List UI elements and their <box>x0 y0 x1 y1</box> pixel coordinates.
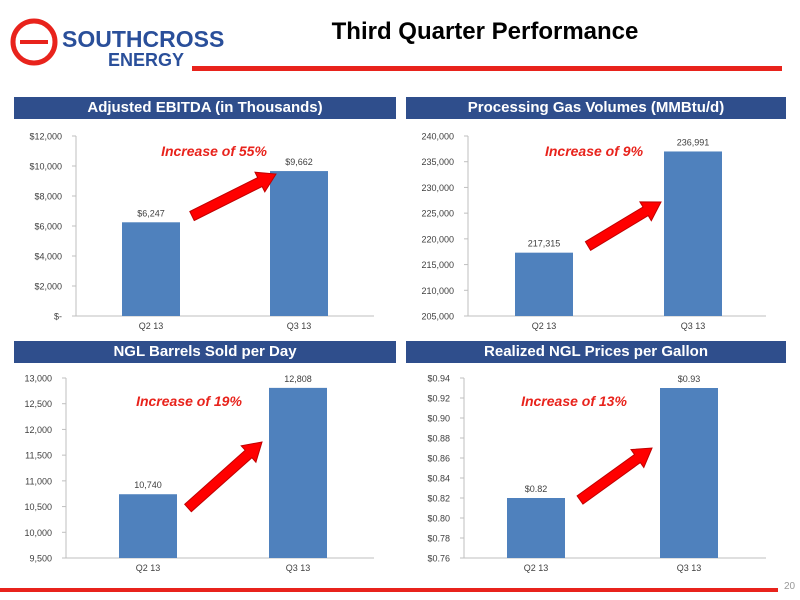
chart-ngl-prices: $0.76 $0.78 $0.80 $0.82 $0.84 $0.86 $0.88 $0.90… <box>427 374 766 573</box>
y-tick-label: 205,000 <box>421 312 454 322</box>
bar <box>270 171 328 316</box>
footer-bar <box>0 588 778 592</box>
x-tick-label: Q3 13 <box>677 563 702 573</box>
x-tick-label: Q2 13 <box>136 563 161 573</box>
y-tick-label: 9,500 <box>29 554 52 564</box>
increase-annotation: Increase of 13% <box>521 393 627 409</box>
increase-annotation: Increase of 19% <box>136 393 242 409</box>
y-tick-label: $8,000 <box>34 192 62 202</box>
data-label: $6,247 <box>137 208 165 218</box>
y-tick-label: 10,000 <box>24 528 52 538</box>
bar <box>660 388 718 558</box>
y-tick-label: 11,000 <box>25 476 52 486</box>
y-tick-label: 11,500 <box>25 451 52 461</box>
page-title: Third Quarter Performance <box>331 18 639 45</box>
y-tick-label: 240,000 <box>421 132 454 142</box>
chart-ebitda: $- $2,000 $4,000 $6,000 $8,000 $10,000 $12,000… <box>29 132 374 331</box>
data-label: 12,808 <box>284 374 312 384</box>
x-tick-label: Q3 13 <box>681 321 706 331</box>
data-label: $0.93 <box>678 374 701 384</box>
chart-ngl-barrels: 9,500 10,000 10,500 11,000 11,500 12,000 12,50… <box>24 374 374 573</box>
y-tick-label: 230,000 <box>421 183 454 193</box>
logo-wordmark: SOUTHCROSS <box>62 26 225 52</box>
logo-subtext: ENERGY <box>108 50 185 70</box>
bar <box>119 494 177 558</box>
panel-header-ebitda: Adjusted EBITDA (in Thousands) <box>14 97 396 119</box>
x-tick-label: Q2 13 <box>139 321 164 331</box>
y-tick-label: 215,000 <box>421 260 454 270</box>
y-tick-label: 235,000 <box>421 157 454 167</box>
y-tick-label: $0.92 <box>427 394 450 404</box>
bar <box>664 151 722 316</box>
x-tick-label: Q2 13 <box>532 321 557 331</box>
x-tick-label: Q3 13 <box>287 321 312 331</box>
increase-annotation: Increase of 9% <box>545 143 644 159</box>
increase-arrow-icon <box>189 171 277 222</box>
data-label: $0.82 <box>525 484 548 494</box>
y-tick-label: $12,000 <box>29 132 62 142</box>
x-tick-label: Q3 13 <box>286 563 311 573</box>
panel-header-gas-volumes: Processing Gas Volumes (MMBtu/d) <box>406 97 786 119</box>
x-tick-label: Q2 13 <box>524 563 549 573</box>
y-tick-label: $0.82 <box>427 494 450 504</box>
y-tick-label: $10,000 <box>29 162 62 172</box>
panel-header-ngl-prices: Realized NGL Prices per Gallon <box>406 341 786 363</box>
y-tick-label: 225,000 <box>421 209 454 219</box>
y-tick-label: 12,500 <box>24 399 52 409</box>
y-tick-label: $0.94 <box>427 374 450 384</box>
data-label: $9,662 <box>285 157 313 167</box>
data-label: 217,315 <box>528 239 561 249</box>
increase-arrow-icon <box>584 201 662 251</box>
data-label: 10,740 <box>134 480 162 490</box>
title-underline <box>192 66 782 71</box>
y-tick-label: 210,000 <box>421 286 454 296</box>
y-tick-label: $0.88 <box>427 434 450 444</box>
y-tick-label: $4,000 <box>34 252 62 262</box>
y-tick-label: $0.78 <box>427 534 450 544</box>
logo-mark-icon <box>10 18 58 66</box>
bar <box>515 252 573 316</box>
y-tick-label: $6,000 <box>34 222 62 232</box>
increase-arrow-icon <box>183 441 263 513</box>
y-tick-label: 220,000 <box>421 234 454 244</box>
y-tick-label: 13,000 <box>24 374 52 384</box>
bar <box>122 222 180 316</box>
increase-arrow-icon <box>576 447 653 505</box>
panel-header-ngl-barrels: NGL Barrels Sold per Day <box>14 341 396 363</box>
y-tick-label: 10,500 <box>24 502 52 512</box>
y-tick-label: $0.86 <box>427 454 450 464</box>
y-tick-label: $0.90 <box>427 414 450 424</box>
data-label: 236,991 <box>677 137 710 147</box>
chart-gas-volumes: 205,000 210,000 215,000 220,000 225,000 230,0… <box>421 132 766 331</box>
y-tick-label: $- <box>54 312 62 322</box>
y-tick-label: $0.76 <box>427 554 450 564</box>
page-number: 20 <box>784 581 796 592</box>
y-tick-label: $2,000 <box>34 282 62 292</box>
y-tick-label: 12,000 <box>24 425 52 435</box>
bar <box>269 387 327 558</box>
bar <box>507 498 565 558</box>
increase-annotation: Increase of 55% <box>161 143 267 159</box>
southcross-logo: SOUTHCROSS ENERGY <box>10 12 224 72</box>
y-tick-label: $0.80 <box>427 514 450 524</box>
y-tick-label: $0.84 <box>427 474 450 484</box>
